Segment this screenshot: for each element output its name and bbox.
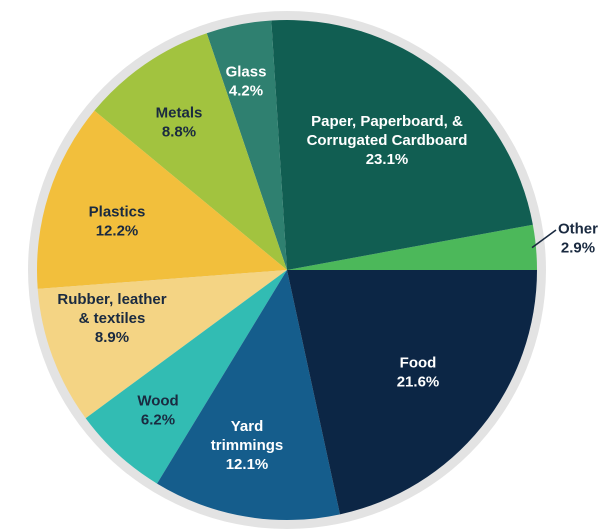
pie-label-paper-value: 23.1% — [366, 151, 409, 168]
pie-label-rubber-name: Rubber, leather — [57, 291, 166, 308]
pie-label-other-name: Other — [558, 221, 598, 238]
pie-label-rubber-value: 8.9% — [95, 329, 129, 346]
pie-label-yard: Yard trimmings 12.1% — [211, 418, 284, 473]
pie-label-glass: Glass 4.2% — [226, 64, 267, 100]
pie-label-glass-value: 4.2% — [229, 83, 263, 100]
pie-label-rubber-name: & textiles — [79, 310, 146, 327]
pie-label-plastics: Plastics 12.2% — [89, 204, 146, 240]
pie-label-rubber: Rubber, leather & textiles 8.9% — [57, 291, 166, 346]
pie-label-food-name: Food — [400, 355, 437, 372]
pie-label-metals-value: 8.8% — [162, 124, 196, 141]
pie-slice-metals — [94, 33, 288, 271]
pie-label-other: Other 2.9% — [558, 221, 598, 257]
pie-label-glass-name: Glass — [226, 64, 267, 81]
pie-slice-rubber — [37, 270, 288, 419]
pie-label-plastics-value: 12.2% — [96, 223, 139, 240]
pie-label-yard-value: 12.1% — [226, 456, 269, 473]
pie-label-metals: Metals 8.8% — [156, 105, 203, 141]
pie-slice-yard — [157, 270, 340, 521]
pie-slice-glass — [206, 20, 287, 270]
pie-slice-other — [287, 224, 537, 270]
pie-slices — [36, 19, 537, 521]
pie-label-paper-name: Paper, Paperboard, & — [311, 113, 463, 130]
pie-slice-paper — [271, 19, 533, 271]
pie-label-other-value: 2.9% — [561, 240, 595, 257]
pie-leader-line-other — [531, 229, 557, 249]
pie-slice-plastics — [36, 110, 287, 289]
pie-label-yard-name: trimmings — [211, 437, 284, 454]
pie-labels: Other 2.9% Paper, Paperboard, & Corrugated … — [57, 64, 598, 474]
pie-label-yard-name: Yard — [231, 418, 264, 435]
pie-label-metals-name: Metals — [156, 105, 203, 122]
pie-label-paper: Paper, Paperboard, & Corrugated Cardboard… — [307, 113, 468, 168]
pie-label-paper-name: Corrugated Cardboard — [307, 132, 468, 149]
pie-slice-wood — [85, 270, 287, 484]
pie-slice-food — [287, 270, 537, 515]
pie-label-plastics-name: Plastics — [89, 204, 146, 221]
pie-label-food: Food 21.6% — [397, 355, 440, 391]
pie-label-food-value: 21.6% — [397, 374, 440, 391]
pie-label-wood-name: Wood — [137, 393, 178, 410]
pie-label-wood: Wood 6.2% — [137, 393, 178, 429]
pie-label-wood-value: 6.2% — [141, 412, 175, 429]
